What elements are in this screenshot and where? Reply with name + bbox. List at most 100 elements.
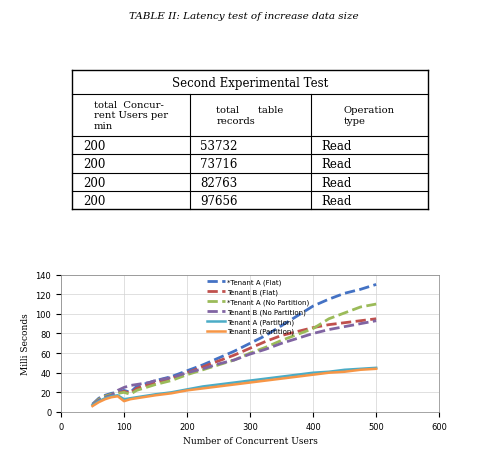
Tenant A (Partition) bbox=[127, 395, 133, 401]
*Tenant A (Flat) bbox=[127, 390, 133, 395]
Tenant B (Partition) bbox=[168, 391, 174, 396]
Tenant B (No Partition) bbox=[279, 341, 285, 346]
Tenant A (Partition) bbox=[200, 384, 206, 389]
*Tenant A (Flat) bbox=[373, 282, 379, 288]
Tenant A (Partition) bbox=[310, 370, 316, 375]
Tenant B (Partition) bbox=[184, 388, 190, 393]
Tenant A (Partition) bbox=[102, 395, 108, 401]
Tenant B (No Partition) bbox=[90, 402, 96, 408]
Text: TABLE II: Latency test of increase data size: TABLE II: Latency test of increase data … bbox=[129, 12, 359, 20]
Tenant B (Flat) bbox=[263, 339, 269, 344]
*Tenant A (Flat) bbox=[121, 388, 127, 393]
Tenant B (No Partition) bbox=[153, 378, 159, 383]
Tenant B (Partition) bbox=[263, 378, 269, 383]
Tenant B (Flat) bbox=[146, 382, 152, 388]
*Tenant A (No Partition) bbox=[153, 382, 159, 388]
Tenant B (No Partition) bbox=[134, 382, 140, 388]
*Tenant A (No Partition) bbox=[279, 338, 285, 344]
*Tenant A (No Partition) bbox=[358, 305, 364, 310]
Tenant B (Flat) bbox=[127, 391, 133, 396]
Tenant B (No Partition) bbox=[127, 383, 133, 388]
Tenant B (Flat) bbox=[373, 316, 379, 322]
Tenant B (No Partition) bbox=[96, 398, 102, 403]
Tenant B (Partition) bbox=[146, 394, 152, 399]
Tenant B (No Partition) bbox=[358, 321, 364, 327]
Tenant B (No Partition) bbox=[115, 388, 121, 393]
*Tenant A (No Partition) bbox=[263, 344, 269, 350]
Tenant B (Flat) bbox=[168, 376, 174, 382]
*Tenant A (No Partition) bbox=[168, 378, 174, 383]
Text: 97656: 97656 bbox=[201, 194, 238, 207]
Tenant B (Flat) bbox=[200, 364, 206, 370]
Tenant B (Partition) bbox=[279, 376, 285, 382]
Tenant A (Partition) bbox=[90, 402, 96, 408]
Tenant B (No Partition) bbox=[108, 393, 114, 398]
*Tenant A (No Partition) bbox=[115, 391, 121, 396]
Tenant A (Partition) bbox=[342, 367, 347, 373]
Legend: *Tenant A (Flat), Tenant B (Flat), *Tenant A (No Partition), Tenant B (No Partit: *Tenant A (Flat), Tenant B (Flat), *Tena… bbox=[204, 276, 312, 338]
*Tenant A (Flat) bbox=[216, 356, 222, 361]
Tenant B (No Partition) bbox=[168, 375, 174, 381]
Tenant A (Partition) bbox=[146, 393, 152, 398]
Tenant B (No Partition) bbox=[184, 370, 190, 375]
Tenant B (No Partition) bbox=[231, 357, 237, 363]
Line: *Tenant A (No Partition): *Tenant A (No Partition) bbox=[93, 304, 376, 405]
Text: Read: Read bbox=[321, 139, 351, 152]
Tenant B (No Partition) bbox=[216, 361, 222, 367]
Tenant A (Partition) bbox=[247, 378, 253, 383]
Tenant B (Partition) bbox=[310, 372, 316, 378]
*Tenant A (Flat) bbox=[168, 374, 174, 380]
Tenant B (Flat) bbox=[279, 333, 285, 338]
*Tenant A (No Partition) bbox=[200, 367, 206, 373]
*Tenant A (No Partition) bbox=[121, 390, 127, 395]
Tenant B (Flat) bbox=[153, 380, 159, 386]
*Tenant A (Flat) bbox=[279, 323, 285, 329]
Tenant A (Partition) bbox=[121, 397, 127, 402]
Tenant A (Partition) bbox=[153, 392, 159, 397]
*Tenant A (Flat) bbox=[146, 380, 152, 386]
*Tenant A (Flat) bbox=[134, 384, 140, 389]
Line: Tenant B (No Partition): Tenant B (No Partition) bbox=[93, 321, 376, 405]
Tenant B (No Partition) bbox=[200, 366, 206, 372]
*Tenant A (No Partition) bbox=[140, 386, 146, 391]
Tenant B (Flat) bbox=[326, 322, 332, 328]
*Tenant A (Flat) bbox=[263, 333, 269, 338]
*Tenant A (Flat) bbox=[184, 368, 190, 374]
*Tenant A (No Partition) bbox=[247, 350, 253, 356]
Text: Read: Read bbox=[321, 158, 351, 171]
*Tenant A (No Partition) bbox=[108, 392, 114, 397]
Line: Tenant B (Flat): Tenant B (Flat) bbox=[93, 319, 376, 405]
Tenant A (Partition) bbox=[231, 380, 237, 386]
Tenant B (Partition) bbox=[153, 393, 159, 398]
Text: 200: 200 bbox=[83, 139, 105, 152]
Tenant B (No Partition) bbox=[310, 331, 316, 337]
Tenant A (Partition) bbox=[294, 372, 300, 378]
Text: total  Concur-
rent Users per
min: total Concur- rent Users per min bbox=[94, 101, 168, 131]
*Tenant A (No Partition) bbox=[326, 316, 332, 322]
Tenant B (No Partition) bbox=[326, 327, 332, 332]
Tenant A (Partition) bbox=[96, 399, 102, 404]
*Tenant A (No Partition) bbox=[184, 372, 190, 378]
Tenant B (Flat) bbox=[294, 329, 300, 335]
*Tenant A (No Partition) bbox=[294, 332, 300, 338]
*Tenant A (Flat) bbox=[153, 378, 159, 383]
Tenant B (No Partition) bbox=[247, 351, 253, 357]
Tenant B (Partition) bbox=[108, 394, 114, 400]
Tenant B (No Partition) bbox=[373, 318, 379, 324]
Tenant B (Partition) bbox=[326, 370, 332, 375]
Line: Tenant A (Partition): Tenant A (Partition) bbox=[93, 368, 376, 405]
Tenant B (Flat) bbox=[102, 394, 108, 399]
Tenant A (Partition) bbox=[373, 365, 379, 371]
Tenant B (Partition) bbox=[115, 394, 121, 399]
*Tenant A (Flat) bbox=[326, 297, 332, 302]
Tenant B (Partition) bbox=[231, 382, 237, 388]
Tenant B (No Partition) bbox=[102, 394, 108, 400]
Tenant B (Partition) bbox=[102, 397, 108, 402]
*Tenant A (Flat) bbox=[247, 341, 253, 346]
Tenant B (No Partition) bbox=[140, 381, 146, 387]
Tenant B (Partition) bbox=[358, 367, 364, 373]
*Tenant A (Flat) bbox=[140, 382, 146, 388]
*Tenant A (Flat) bbox=[200, 363, 206, 368]
Text: total      table
records: total table records bbox=[216, 106, 284, 125]
Tenant A (Partition) bbox=[115, 393, 121, 398]
